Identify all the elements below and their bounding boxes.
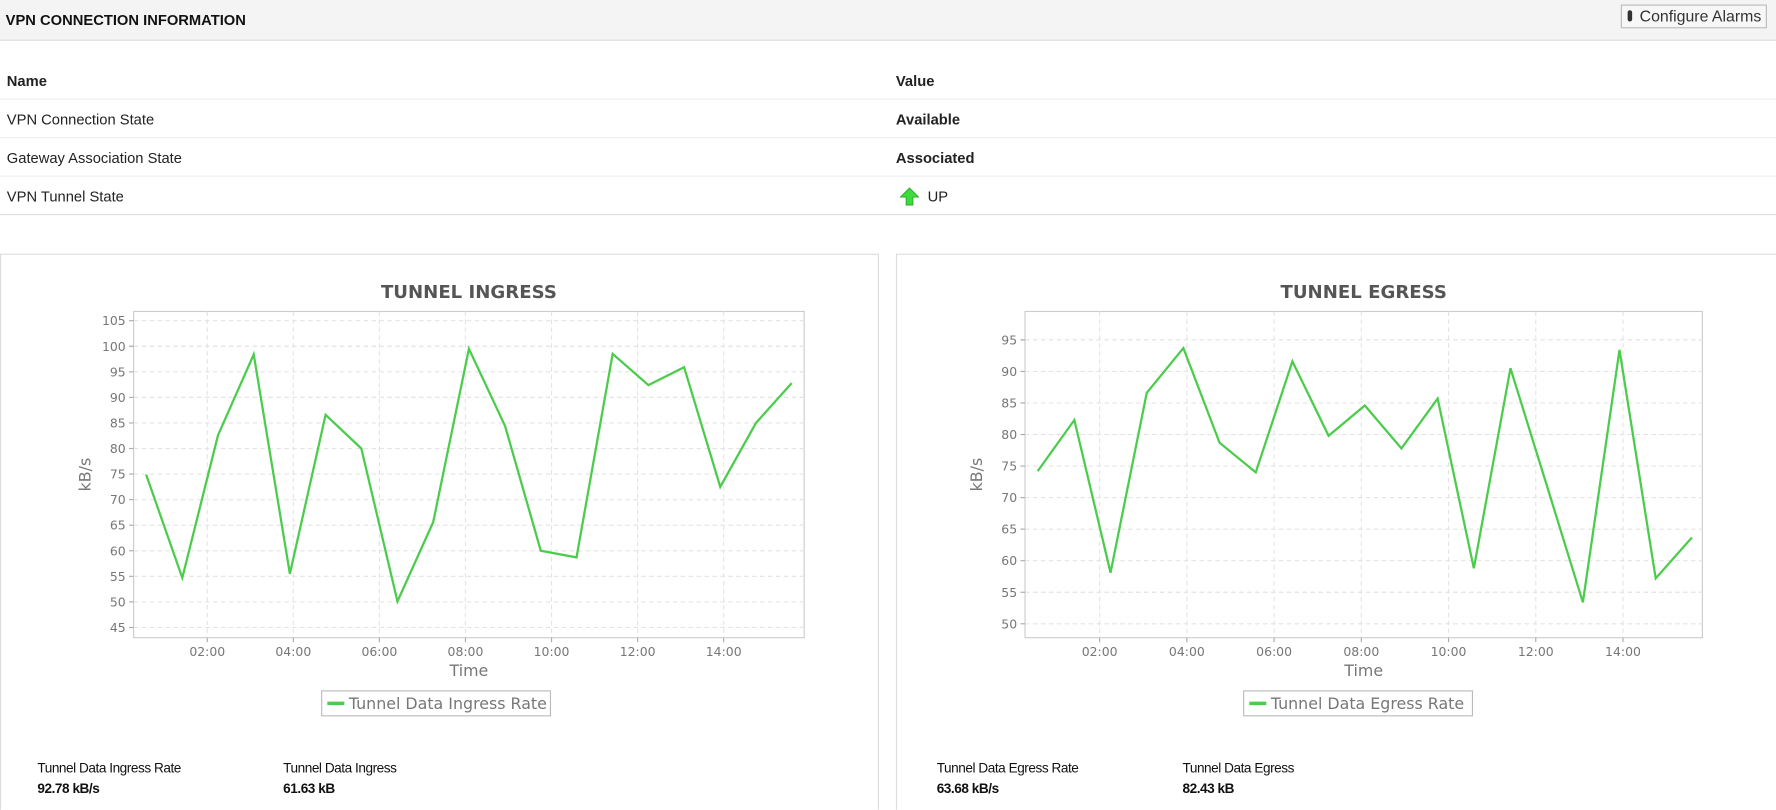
table-row: VPN Connection State Available bbox=[0, 100, 1776, 139]
legend-box bbox=[321, 690, 552, 717]
chart: TUNNEL EGRESS 50 55 60 65 70 75 80 85 90 95 02:00 04… bbox=[967, 282, 1703, 717]
cell: Gateway Association State bbox=[6, 149, 182, 167]
y-tick-label: 60 bbox=[110, 543, 126, 558]
y-tick-label: 95 bbox=[110, 364, 126, 379]
y-tick-label: 45 bbox=[110, 620, 126, 635]
y-tick-label: 55 bbox=[110, 569, 126, 584]
y-tick-label: 90 bbox=[110, 390, 126, 405]
x-tick-label: 02:00 bbox=[1082, 644, 1118, 659]
cell: UP bbox=[927, 188, 949, 206]
chart-panel: TUNNEL INGRESS 45 50 55 60 65 70 75 80 85 90 95 100 1… bbox=[0, 253, 879, 810]
up-arrow-icon bbox=[899, 187, 920, 206]
line bbox=[1036, 345, 1693, 603]
y-tick-label: 105 bbox=[102, 313, 126, 328]
table-row: Gateway Association State Associated bbox=[0, 138, 1776, 177]
stat-value: 92.78 kB/s bbox=[37, 780, 100, 797]
x-tick-label: 14:00 bbox=[1605, 644, 1641, 659]
chart-title: TUNNEL INGRESS bbox=[381, 282, 557, 303]
y-tick-label: 65 bbox=[1001, 522, 1017, 537]
x-tick-label: 04:00 bbox=[275, 644, 311, 659]
y-axis-label: kB/s bbox=[76, 458, 95, 492]
x-tick-label: 08:00 bbox=[448, 644, 484, 659]
legend-label: Tunnel Data Ingress Rate bbox=[348, 694, 547, 713]
y-tick-label: 80 bbox=[110, 441, 126, 456]
chart-panel: TUNNEL EGRESS 50 55 60 65 70 75 80 85 90 95 02:00 04… bbox=[895, 253, 1776, 810]
y-tick-label: 75 bbox=[110, 467, 126, 482]
y-tick-label: 75 bbox=[1001, 459, 1017, 474]
stat-label: Tunnel Data Egress bbox=[1182, 760, 1294, 776]
stat-label: Tunnel Data Ingress Rate bbox=[37, 760, 181, 776]
x-tick-label: 12:00 bbox=[620, 644, 656, 659]
plot-area bbox=[1024, 310, 1703, 639]
column-header: Name bbox=[6, 72, 47, 90]
stat-label: Tunnel Data Egress Rate bbox=[936, 760, 1079, 776]
header-title: VPN CONNECTION INFORMATION bbox=[5, 11, 246, 29]
x-tick-label: 10:00 bbox=[1431, 644, 1467, 659]
header: VPN CONNECTION INFORMATION Configure Ala… bbox=[0, 0, 1776, 41]
table-header: Name Value bbox=[0, 61, 1776, 100]
x-tick-label: 06:00 bbox=[361, 644, 397, 659]
y-tick-label: 65 bbox=[110, 518, 126, 533]
y-tick-label: 100 bbox=[102, 339, 126, 354]
alarm-icon bbox=[1627, 10, 1632, 22]
cell: VPN Tunnel State bbox=[6, 188, 124, 206]
y-tick-label: 90 bbox=[1001, 364, 1017, 379]
stat-value: 63.68 kB/s bbox=[936, 780, 999, 797]
y-axis-label: kB/s bbox=[967, 458, 986, 492]
x-tick-label: 14:00 bbox=[706, 644, 742, 659]
x-tick-label: 02:00 bbox=[189, 644, 225, 659]
stat-value: 61.63 kB bbox=[283, 780, 335, 797]
y-tick-label: 60 bbox=[1001, 553, 1017, 568]
table-row: VPN Tunnel State UP bbox=[0, 177, 1776, 216]
y-tick-label: 50 bbox=[1001, 616, 1017, 631]
x-tick-label: 12:00 bbox=[1518, 644, 1554, 659]
y-tick-label: 70 bbox=[110, 492, 126, 507]
cell: VPN Connection State bbox=[6, 110, 155, 128]
x-tick-label: 10:00 bbox=[534, 644, 570, 659]
x-tick-label: 06:00 bbox=[1256, 644, 1292, 659]
x-tick-label: 04:00 bbox=[1169, 644, 1205, 659]
x-axis-label: Time bbox=[449, 661, 489, 680]
line bbox=[145, 345, 793, 605]
y-tick-label: 70 bbox=[1001, 490, 1017, 505]
y-tick-label: 85 bbox=[110, 415, 126, 430]
x-axis-label: Time bbox=[1343, 661, 1383, 680]
x-tick-label: 08:00 bbox=[1343, 644, 1379, 659]
cell: Available bbox=[895, 110, 961, 128]
legend-label: Tunnel Data Egress Rate bbox=[1270, 694, 1464, 713]
y-tick-label: 55 bbox=[1001, 585, 1017, 600]
y-tick-label: 95 bbox=[1001, 332, 1017, 347]
chart-title: TUNNEL EGRESS bbox=[1281, 282, 1447, 303]
y-tick-label: 85 bbox=[1001, 395, 1017, 410]
stat-value: 82.43 kB bbox=[1182, 780, 1235, 797]
stat-label: Tunnel Data Ingress bbox=[283, 760, 397, 776]
y-tick-label: 50 bbox=[110, 594, 126, 609]
y-tick-label: 80 bbox=[1001, 427, 1017, 442]
cell: Associated bbox=[895, 149, 975, 167]
chart: TUNNEL INGRESS 45 50 55 60 65 70 75 80 85 90 95 100 1… bbox=[76, 282, 805, 717]
button-label: Configure Alarms bbox=[1639, 6, 1762, 25]
column-header: Value bbox=[895, 72, 935, 90]
legend-box bbox=[1243, 690, 1474, 717]
configure-alarms-button[interactable]: Configure Alarms bbox=[1620, 4, 1767, 29]
